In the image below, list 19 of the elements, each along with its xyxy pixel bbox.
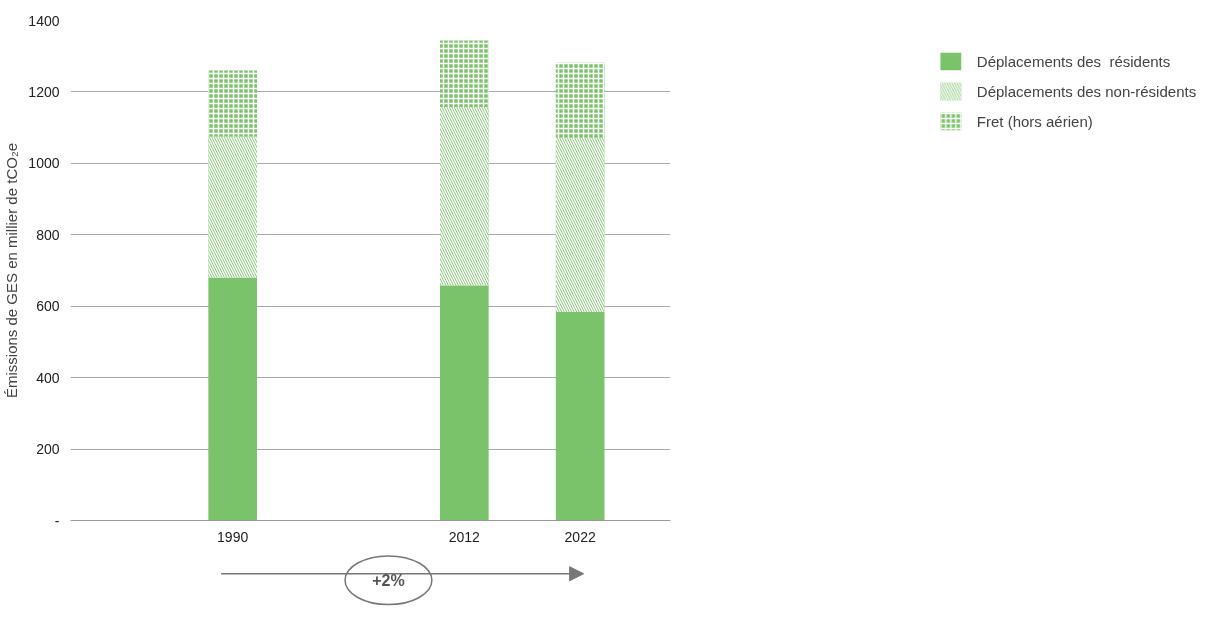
y-tick-label: 400 bbox=[36, 369, 60, 386]
y-tick-label: 1000 bbox=[28, 155, 60, 172]
x-tick-label: 2022 bbox=[564, 528, 596, 545]
y-tick-label: 200 bbox=[36, 441, 60, 458]
legend-label: Déplacements des non-résidents bbox=[976, 82, 1197, 100]
y-tick-label: 1400 bbox=[28, 12, 60, 29]
bar bbox=[555, 311, 605, 521]
text: +2% bbox=[372, 571, 405, 589]
y-tick-label: 600 bbox=[36, 298, 60, 315]
legend-label: Fret (hors aérien) bbox=[976, 112, 1093, 130]
y-tick-label: - bbox=[54, 512, 60, 529]
y-axis-title: Émissions de GES en millier de tCO₂e bbox=[3, 142, 21, 399]
bar bbox=[208, 277, 257, 521]
x-tick-label: 1990 bbox=[217, 528, 249, 545]
x-tick-label: 2012 bbox=[448, 528, 481, 545]
y-tick-label: 1200 bbox=[28, 83, 60, 100]
y-tick-label: 800 bbox=[36, 226, 60, 243]
legend-label: Déplacements des résidents bbox=[976, 52, 1171, 70]
bar bbox=[440, 285, 489, 521]
